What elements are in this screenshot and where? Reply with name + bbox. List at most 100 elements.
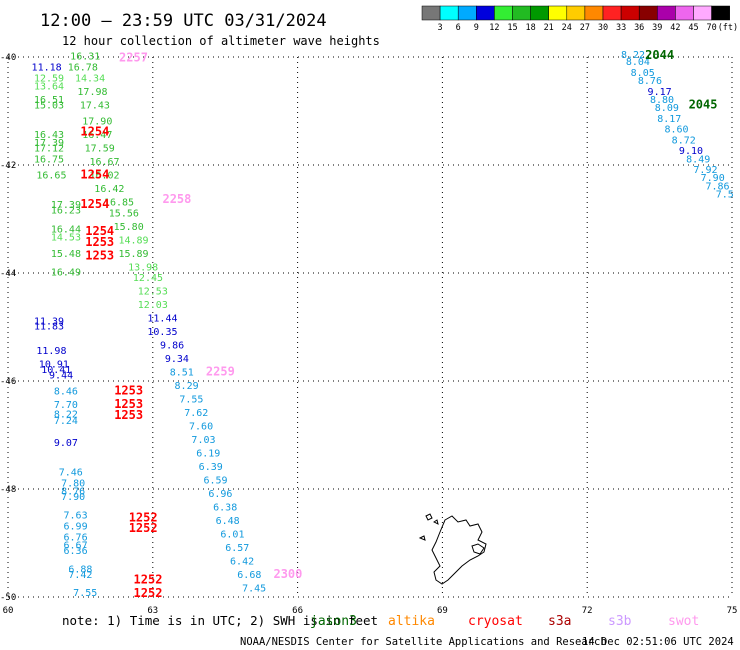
swh-value-label: 17.39: [34, 138, 64, 149]
pass-time-label: 1253: [114, 408, 143, 422]
y-tick-label: -40: [0, 53, 16, 63]
swh-value-label: 16.49: [51, 268, 81, 279]
swh-value-label: 10.35: [147, 327, 177, 338]
swh-value-label: 16.42: [94, 184, 124, 195]
swh-value-label: 7.42: [68, 570, 92, 581]
swh-value-label: 6.39: [199, 462, 223, 473]
swh-value-label: 9.07: [54, 438, 78, 449]
swh-value-label: 8.80: [650, 95, 674, 106]
satellite-legend-entry: swot: [668, 614, 699, 629]
plot-frame: [8, 57, 732, 597]
swh-value-label: 17.90: [82, 117, 112, 128]
swh-value-label: 8.04: [626, 57, 650, 68]
pass-time-label: 2259: [206, 365, 235, 379]
swh-value-label: 6.48: [216, 516, 240, 527]
colorbar-swatch: [675, 5, 694, 21]
y-tick-label: -48: [0, 485, 16, 495]
footer-credit: NOAA/NESDIS Center for Satellite Applica…: [240, 636, 607, 648]
colorbar-label: 33: [616, 23, 626, 33]
swh-value-label: 6.99: [64, 522, 88, 533]
satellite-legend-entry: altika: [388, 614, 435, 629]
pass-time-label: 1253: [85, 249, 114, 263]
colorbar-label: 45: [688, 23, 698, 33]
colorbar-swatch: [476, 5, 495, 21]
swh-value-label: 11.98: [36, 346, 66, 357]
pass-time-labels: 2257 2258 2259 2300 2044 2045 1254 1254 1254 1254…: [80, 48, 717, 600]
swh-value-label: 17.43: [80, 100, 110, 111]
satellite-legend-entry: jason3: [310, 614, 357, 629]
colorbar-swatch: [530, 5, 549, 21]
pass-time-label: 2300: [273, 567, 302, 581]
pass-time-label: 2044: [645, 48, 674, 62]
chart-title: 12:00 — 23:59 UTC 03/31/2024: [40, 11, 327, 31]
colorbar-swatch: [548, 5, 568, 21]
swh-value-label: 8.22: [54, 410, 78, 421]
swh-value-label: 9.34: [165, 354, 189, 365]
colorbar-label: 39: [652, 23, 662, 33]
swh-value-label: 6.38: [213, 503, 237, 514]
swh-value-label: 12.53: [138, 287, 168, 298]
colorbar-swatch: [439, 5, 459, 21]
colorbar-label: 12: [489, 23, 499, 33]
pass-time-label: 1254: [80, 124, 109, 138]
footer-timestamp: 14 Dec 02:51:06 UTC 2024: [582, 636, 734, 648]
satellite-legend-entry: s3b: [608, 614, 632, 629]
swh-value-label: 15.56: [109, 208, 139, 219]
colorbar-swatch: [421, 5, 441, 21]
swh-value-label: 6.42: [230, 557, 254, 568]
swh-value-label: 16.75: [34, 154, 64, 165]
swh-value-label: 8.51: [170, 368, 194, 379]
x-tick-label: 69: [437, 606, 448, 616]
swh-value-label: 6.67: [64, 540, 88, 551]
swh-value-label: 8.60: [664, 125, 688, 136]
pass-time-label: 1253: [85, 235, 114, 249]
x-tick-label: 60: [3, 606, 14, 616]
swh-value-label: 17.12: [34, 144, 64, 155]
swh-value-label: 13.64: [34, 81, 64, 92]
grid-lines: [7, 56, 733, 598]
swh-value-label: 7.24: [54, 416, 78, 427]
swh-points: 16.31 11.18 16.78 12.59 14.34 13.64 17.98 16.51…: [32, 50, 734, 599]
swh-value-label: 6.96: [208, 489, 232, 500]
swh-value-label: 13.98: [128, 262, 158, 273]
swh-value-label: 16.85: [104, 198, 134, 209]
swh-value-label: 15.03: [34, 100, 64, 111]
colorbar-label: 42: [670, 23, 680, 33]
colorbar-swatch: [693, 5, 712, 21]
swh-value-label: 7.60: [189, 422, 213, 433]
x-tick-label: 66: [292, 606, 303, 616]
swh-value-label: 12.03: [138, 300, 168, 311]
island-bay: [471, 543, 485, 555]
y-tick-label: -50: [0, 593, 16, 603]
pass-time-label: 1254: [85, 224, 114, 238]
swh-value-label: 8.05: [631, 68, 655, 79]
swh-value-label: 16.47: [82, 130, 112, 141]
swh-value-label: 16.51: [34, 95, 64, 106]
swh-value-label: 10.41: [41, 365, 71, 376]
pass-time-label: 1252: [129, 510, 158, 524]
map-area: -40 -42 -44 -46 -48 -50 60 63 66 69 72 75 16.31 11.1…: [0, 48, 737, 616]
swh-value-label: 16.67: [89, 157, 119, 168]
swh-value-label: 8.49: [686, 154, 710, 165]
axis-ticks: -40 -42 -44 -46 -48 -50 60 63 66 69 72 75: [0, 53, 737, 616]
y-tick-label: -44: [0, 269, 16, 279]
swh-value-label: 14.89: [118, 235, 148, 246]
colorbar-label: 36: [634, 23, 644, 33]
swh-value-label: 16.65: [36, 171, 66, 182]
swh-value-label: 8.09: [655, 103, 679, 114]
swh-value-label: 6.59: [203, 476, 227, 487]
colorbar-label: 9: [474, 23, 479, 33]
swh-value-label: 6.36: [64, 546, 88, 557]
pass-time-label: 1254: [80, 168, 109, 182]
kerguelen-island-outline: [418, 513, 487, 585]
colorbar-unit: (ft): [718, 23, 738, 33]
satellite-legend-entry: s3a: [548, 614, 571, 629]
swh-value-label: 8.22: [621, 50, 645, 61]
swh-value-label: 15.80: [114, 222, 144, 233]
x-tick-label: 75: [727, 606, 738, 616]
pass-time-label: 1254: [80, 197, 109, 211]
colorbar-swatch: [638, 5, 658, 21]
swh-value-label: 8.76: [61, 486, 85, 497]
swh-value-label: 16.43: [34, 130, 64, 141]
